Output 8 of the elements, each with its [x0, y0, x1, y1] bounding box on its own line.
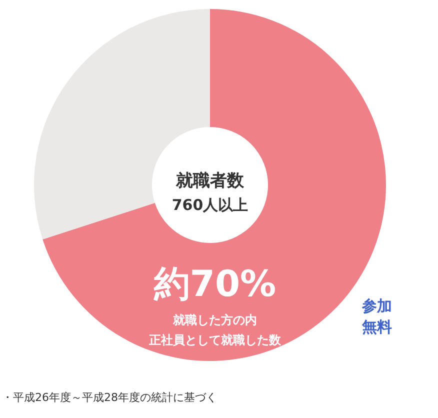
text: 無料 [361, 318, 392, 336]
text: 正社員として就職した数 [148, 333, 282, 347]
data-label: 約70% [152, 264, 276, 305]
text: 760人以上 [172, 196, 248, 214]
text: 就職者数 [175, 171, 245, 191]
text: 参加 [361, 297, 392, 315]
text: 就職した方の内 [172, 313, 257, 327]
text: ・平成26年度～平成28年度の統計に基づく [2, 391, 217, 404]
